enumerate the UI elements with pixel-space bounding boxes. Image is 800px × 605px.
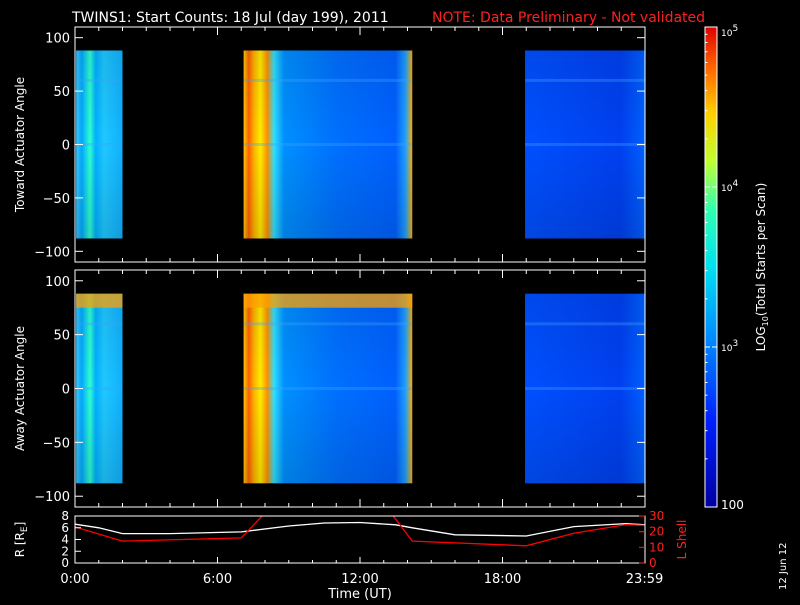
data-segment-shade [525, 50, 645, 239]
lshell-axis-label: L Shell [675, 520, 689, 560]
y-tick-label: 50 [53, 85, 70, 100]
radius-series-line [75, 521, 645, 537]
y-tick-label: −100 [34, 245, 70, 260]
colorbar-tick-label: 104 [721, 179, 738, 194]
angle-band [525, 143, 645, 146]
time-tick-label: 23:59 [626, 572, 663, 587]
colorbar-scale [704, 26, 718, 508]
right-y-tick-label: 0 [649, 556, 657, 570]
angle-band [243, 78, 413, 82]
data-segment-shade [76, 50, 123, 239]
right-y-tick-label: 20 [649, 525, 664, 539]
colorbar-tick-label: 100 [721, 498, 744, 512]
y-tick-label: −50 [43, 436, 70, 451]
lshell-series-line [75, 516, 645, 547]
colorbar-label: LOG10(Total Starts per Scan) [754, 183, 770, 352]
x-axis-label: Time (UT) [327, 587, 392, 600]
left-y-tick-label: 8 [61, 509, 69, 523]
left-y-tick-label: 4 [61, 533, 69, 547]
plot-title: TWINS1: Start Counts: 18 Jul (day 199), … [71, 10, 389, 26]
y-tick-label: −100 [34, 490, 70, 505]
data-segment-shade [525, 293, 645, 484]
y-tick-label: 50 [53, 329, 70, 344]
colorbar-tick-label: 103 [721, 339, 738, 354]
time-tick-label: 12:00 [341, 572, 378, 587]
radius-axis-label: R [RE] [13, 522, 30, 558]
y-tick-label: 100 [45, 275, 70, 290]
right-y-tick-label: 30 [649, 509, 664, 523]
y-axis-label: Toward Actuator Angle [13, 77, 27, 213]
y-tick-label: 0 [62, 139, 70, 154]
time-tick-label: 18:00 [484, 572, 521, 587]
high-angle-band [243, 293, 413, 308]
colorbar: 100 103 104 105 LOG10(Total Starts per Scan) [704, 24, 770, 512]
angle-band [76, 322, 123, 326]
y-tick-label: 0 [62, 383, 70, 398]
time-tick-label: 6:00 [203, 572, 232, 587]
left-y-tick-label: 6 [61, 521, 69, 535]
right-y-tick-label: 10 [649, 540, 664, 554]
y-tick-label: −50 [43, 192, 70, 207]
angle-band [76, 143, 123, 146]
heatmap-panel-1: −100 −50 0 50 100 Toward Actuator Angle [13, 26, 646, 263]
angle-band [76, 387, 123, 390]
left-y-tick-label: 2 [61, 544, 69, 558]
date-stamp: 12 Jun 12 [778, 543, 789, 590]
heatmap-panel-2: −100 −50 0 50 100 Away Actuator Angle [13, 269, 646, 508]
angle-band [76, 78, 123, 82]
angle-band [525, 322, 645, 326]
angle-band [243, 143, 413, 146]
angle-band [525, 387, 645, 390]
high-angle-band [76, 293, 123, 308]
data-segment-shade [243, 50, 413, 239]
angle-band [243, 322, 413, 326]
y-tick-label: 100 [45, 32, 70, 47]
angle-band [525, 78, 645, 82]
angle-band [243, 387, 413, 390]
data-segment-shade [243, 293, 413, 484]
data-segment-shade [76, 293, 123, 484]
colorbar-tick-label: 105 [721, 24, 738, 39]
y-axis-label: Away Actuator Angle [13, 326, 27, 451]
time-tick-label: 0:00 [60, 572, 89, 587]
preliminary-note: NOTE: Data Preliminary - Not validated [432, 10, 705, 26]
left-y-tick-label: 0 [61, 556, 69, 570]
